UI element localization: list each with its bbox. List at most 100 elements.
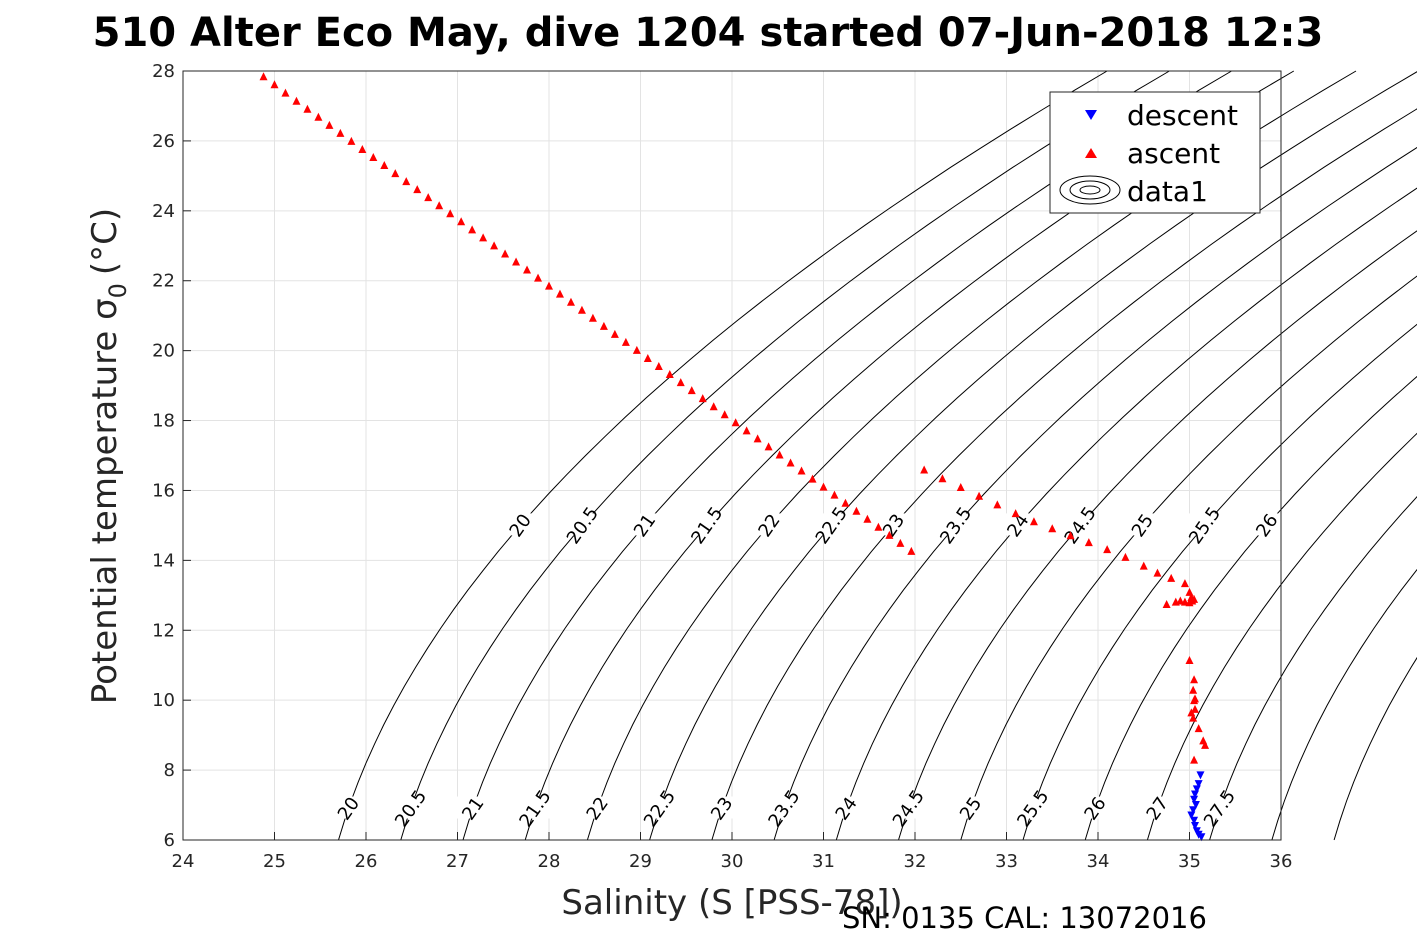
ascent-point [896, 538, 905, 547]
contour-label-background [892, 796, 925, 819]
ascent-point [347, 136, 356, 145]
y-tick-label: 28 [152, 61, 175, 82]
contour-label-background [1002, 513, 1035, 536]
ascent-point [797, 466, 806, 475]
contour-label-background [1064, 513, 1097, 536]
grid-lines [182, 70, 1282, 841]
ascent-point [621, 337, 630, 346]
ascent-point [292, 96, 301, 105]
ascent-point [512, 257, 521, 266]
x-tick-labels: 24 25 26 27 28 29 30 31 32 33 34 35 36 [172, 851, 1293, 872]
legend-ascent-label: ascent [1127, 137, 1220, 170]
serial-calibration-footer: SN: 0135 CAL: 13072016 [842, 901, 1207, 935]
ascent-point [490, 241, 499, 250]
ascent-point [577, 305, 586, 314]
contour-label-background [1188, 513, 1221, 536]
descent-point [1191, 801, 1200, 810]
ascent-point [380, 161, 389, 170]
ascent-point [632, 345, 641, 354]
ascent-point [501, 249, 510, 258]
ascent-point [1190, 594, 1199, 603]
ascent-point [457, 217, 466, 226]
ascent-point [852, 506, 861, 515]
y-tick-label: 20 [152, 341, 175, 362]
ascent-point [956, 482, 965, 491]
descent-point [1189, 806, 1198, 815]
ascent-point [1103, 545, 1112, 554]
ascent-point [709, 402, 718, 411]
contour-label-background [767, 796, 800, 819]
contour-label-background [581, 796, 614, 819]
contour-label-background [939, 513, 972, 536]
ascent-point [468, 225, 477, 234]
y-tick-labels: 6 8 10 12 14 16 18 20 22 24 26 28 [152, 61, 175, 851]
descent-point [1194, 780, 1203, 789]
ascent-point [534, 273, 543, 282]
contour-label-background [954, 796, 987, 819]
ascent-point [775, 450, 784, 459]
ascent-point [1185, 655, 1194, 664]
density-contour-line [1084, 375, 1417, 841]
ascent-point [1153, 568, 1162, 577]
descent-point [1196, 771, 1205, 780]
contour-label-background [456, 796, 489, 819]
ascent-point [687, 386, 696, 395]
descent-point [1190, 795, 1199, 804]
ascent-point [336, 128, 345, 137]
ascent-point [1190, 704, 1199, 713]
ascent-point [808, 474, 817, 483]
x-tick-label: 31 [812, 851, 835, 872]
ascent-point [479, 233, 488, 242]
ascent-point [435, 201, 444, 210]
ascent-point [786, 458, 795, 467]
ascent-point [1194, 724, 1203, 733]
descent-point [1192, 785, 1201, 794]
ascent-point [841, 498, 850, 507]
ascent-point [643, 353, 652, 362]
ascent-point [1066, 531, 1075, 540]
density-contour-line [1333, 656, 1417, 841]
ascent-point [259, 72, 268, 81]
ascent-point [1029, 517, 1038, 526]
y-axis-label-unit: (°C) [85, 208, 125, 275]
ascent-point [975, 491, 984, 500]
ascent-point [523, 265, 532, 274]
legend-descent-marker [1085, 110, 1097, 120]
ascent-point [270, 80, 279, 89]
legend-descent-label: descent [1127, 99, 1238, 132]
density-contour-line [1209, 496, 1417, 841]
contour-label-background [830, 796, 863, 819]
ascent-point [1171, 597, 1180, 606]
contour-label-background [566, 513, 599, 536]
x-tick-label: 28 [538, 851, 561, 872]
ascent-point [1190, 694, 1199, 703]
density-contour-line [400, 70, 1170, 841]
legend-contour-ring-outer [1059, 175, 1121, 205]
ascent-point [281, 88, 290, 97]
ascent-point [993, 500, 1002, 509]
contour-label-background [1016, 796, 1049, 819]
y-tick-label: 16 [152, 480, 175, 501]
x-tick-label: 25 [263, 851, 286, 872]
data-series [259, 72, 1210, 842]
ascent-point [1189, 713, 1198, 722]
legend: descent ascent data1 [1049, 91, 1261, 214]
ascent-point [1084, 538, 1093, 547]
density-contour-line [338, 70, 1108, 841]
ascent-point [654, 362, 663, 371]
ascent-point [1011, 509, 1020, 518]
ascent-point [885, 530, 894, 539]
legend-contour-marker [1059, 175, 1121, 205]
contour-label-background [705, 796, 738, 819]
legend-box [1049, 91, 1261, 214]
y-tick-label: 26 [152, 131, 175, 152]
y-tick-label: 10 [152, 690, 175, 711]
ascent-point [1190, 675, 1199, 684]
ascent-point [325, 120, 334, 129]
ascent-point [742, 426, 751, 435]
descent-point [1190, 790, 1199, 799]
x-tick-label: 26 [355, 851, 378, 872]
contour-label-background [877, 513, 910, 536]
contour-label-background [1126, 513, 1159, 536]
